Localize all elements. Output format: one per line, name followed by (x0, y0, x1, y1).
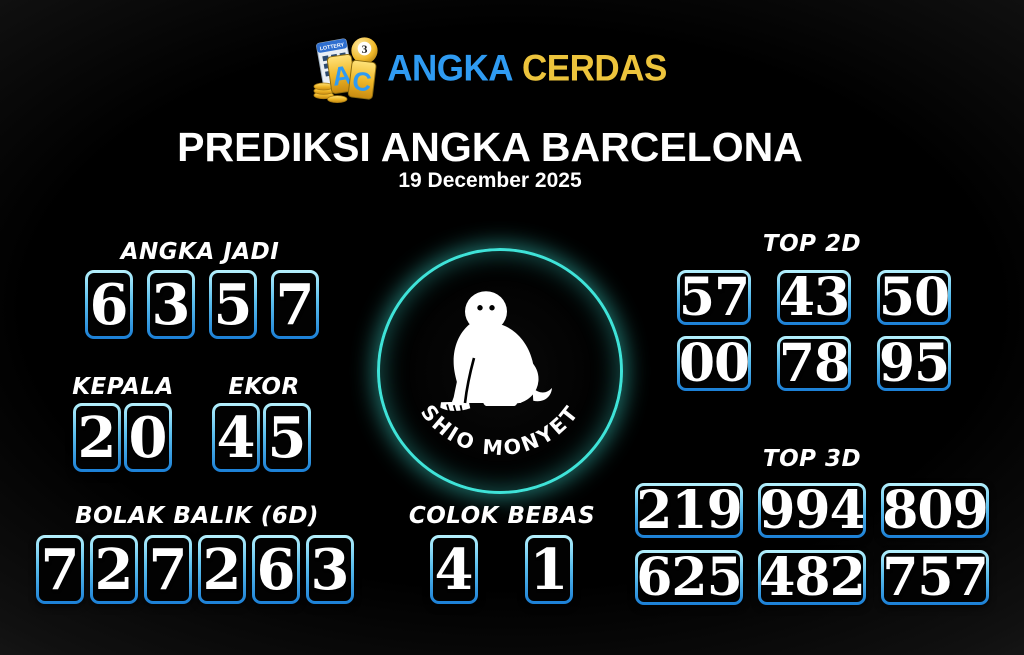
digit: 4 (433, 538, 475, 601)
number-box: 95 (877, 336, 951, 391)
kepala-row: 2 0 (73, 403, 172, 472)
number-box: 757 (881, 550, 989, 605)
digit-box: 4 (212, 403, 260, 472)
digit: 4 (215, 406, 257, 469)
number-box: 994 (758, 483, 866, 538)
number: 757 (884, 553, 986, 602)
digit-box: 2 (198, 535, 246, 604)
digit-box: 6 (85, 270, 133, 339)
digit-box: 2 (90, 535, 138, 604)
number-box: 625 (635, 550, 743, 605)
digit: 6 (88, 273, 130, 336)
angka-cerdas-logo-icon: LOTTERY A 3 (313, 37, 378, 104)
logo-text-cerdas: CERDAS (522, 48, 667, 89)
page-title: PREDIKSI ANGKA BARCELONA (177, 124, 803, 170)
number: 50 (880, 273, 948, 322)
digit-box: 0 (124, 403, 172, 472)
digit-box: 7 (144, 535, 192, 604)
digit-box: 7 (271, 270, 319, 339)
number-box: 78 (777, 336, 851, 391)
logo-wordmark: ANGKA CERDAS (387, 48, 667, 90)
number-box: 809 (881, 483, 989, 538)
number-box: 43 (777, 270, 851, 325)
colok-bebas-row: 4 1 (430, 535, 573, 604)
digit: 6 (255, 538, 297, 601)
digit-box: 4 (430, 535, 478, 604)
shio-label-arc: SHIO MONYET (416, 400, 584, 460)
svg-text:3: 3 (362, 43, 368, 56)
digit-box: 2 (73, 403, 121, 472)
number: 57 (680, 273, 748, 322)
number-box: 219 (635, 483, 743, 538)
svg-text:LOTTERY: LOTTERY (320, 42, 346, 52)
digit-box: 5 (263, 403, 311, 472)
digit: 5 (212, 273, 254, 336)
monkey-silhouette-icon (440, 291, 552, 414)
number: 994 (761, 486, 863, 535)
number: 625 (638, 553, 740, 602)
digit: 5 (266, 406, 308, 469)
digit: 3 (309, 538, 351, 601)
number-box: 57 (677, 270, 751, 325)
digit-box: 5 (209, 270, 257, 339)
digit-box: 3 (306, 535, 354, 604)
number: 00 (680, 339, 748, 388)
number-box: 50 (877, 270, 951, 325)
digit: 0 (127, 406, 169, 469)
number-box: 482 (758, 550, 866, 605)
svg-text:SHIO MONYET: SHIO MONYET (416, 400, 584, 460)
number: 43 (780, 273, 848, 322)
ekor-row: 4 5 (212, 403, 311, 472)
digit: 2 (76, 406, 118, 469)
section-label-colok-bebas: COLOK BEBAS (408, 503, 596, 529)
number-box: 00 (677, 336, 751, 391)
site-logo[interactable]: LOTTERY A 3 (0, 34, 980, 104)
digit-box: 6 (252, 535, 300, 604)
digit: 2 (93, 538, 135, 601)
section-label-top-2d: TOP 2D (762, 231, 862, 257)
section-label-bolak-balik: BOLAK BALIK (6D) (75, 503, 319, 529)
digit-box: 7 (36, 535, 84, 604)
shio-label: SHIO MONYET (416, 400, 582, 460)
number: 809 (884, 486, 986, 535)
top-2d-row-1: 57 43 50 (677, 270, 951, 325)
top-3d-row-1: 219 994 809 (635, 483, 989, 538)
digit: 7 (147, 538, 189, 601)
svg-text:A: A (330, 59, 353, 91)
prediction-date: 19 December 2025 (398, 169, 582, 192)
logo-text-angka: ANGKA (387, 48, 514, 89)
digit: 7 (274, 273, 316, 336)
top-3d-row-2: 625 482 757 (635, 550, 989, 605)
angka-jadi-row: 6 3 5 7 (85, 270, 319, 339)
digit-box: 1 (525, 535, 573, 604)
digit: 7 (39, 538, 81, 601)
card-c: C (348, 59, 377, 100)
shio-circle: SHIO MONYET (377, 248, 623, 494)
lottery-ball: 3 (351, 37, 378, 64)
coins (313, 82, 348, 104)
section-label-angka-jadi: ANGKA JADI (120, 239, 280, 265)
number: 482 (761, 553, 863, 602)
number: 95 (880, 339, 948, 388)
section-label-top-3d: TOP 3D (762, 446, 862, 472)
digit: 3 (150, 273, 192, 336)
digit: 2 (201, 538, 243, 601)
section-label-ekor: EKOR (228, 374, 300, 400)
number: 219 (638, 486, 740, 535)
digit-box: 3 (147, 270, 195, 339)
digit: 1 (528, 538, 570, 601)
bolak-balik-row: 7 2 7 2 6 3 (36, 535, 354, 604)
number: 78 (780, 339, 848, 388)
svg-text:C: C (351, 65, 374, 97)
section-label-kepala: KEPALA (72, 374, 174, 400)
top-2d-row-2: 00 78 95 (677, 336, 951, 391)
